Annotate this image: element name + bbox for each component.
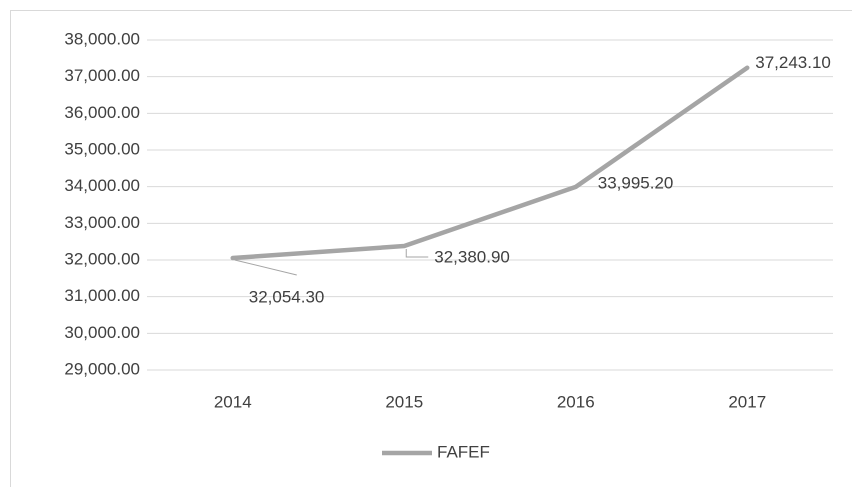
data-label: 33,995.20 xyxy=(598,173,674,192)
legend-label: FAFEF xyxy=(437,442,490,461)
y-tick-label: 29,000.00 xyxy=(64,359,140,378)
x-tick-label: 2016 xyxy=(557,392,595,411)
leader-line xyxy=(234,259,297,276)
x-tick-label: 2017 xyxy=(728,392,766,411)
data-label: 37,243.10 xyxy=(755,53,831,72)
y-tick-label: 37,000.00 xyxy=(64,66,140,85)
y-tick-label: 34,000.00 xyxy=(64,176,140,195)
y-tick-label: 36,000.00 xyxy=(64,103,140,122)
leader-line xyxy=(405,249,429,258)
y-tick-label: 30,000.00 xyxy=(64,323,140,342)
y-tick-label: 35,000.00 xyxy=(64,139,140,158)
x-tick-label: 2014 xyxy=(214,392,252,411)
data-line xyxy=(230,65,750,261)
data-label: 32,380.90 xyxy=(434,248,510,267)
y-tick-label: 38,000.00 xyxy=(64,29,140,48)
data-label: 32,054.30 xyxy=(249,287,325,306)
y-tick-label: 32,000.00 xyxy=(64,249,140,268)
y-tick-label: 33,000.00 xyxy=(64,213,140,232)
y-tick-label: 31,000.00 xyxy=(64,286,140,305)
x-tick-label: 2015 xyxy=(385,392,423,411)
